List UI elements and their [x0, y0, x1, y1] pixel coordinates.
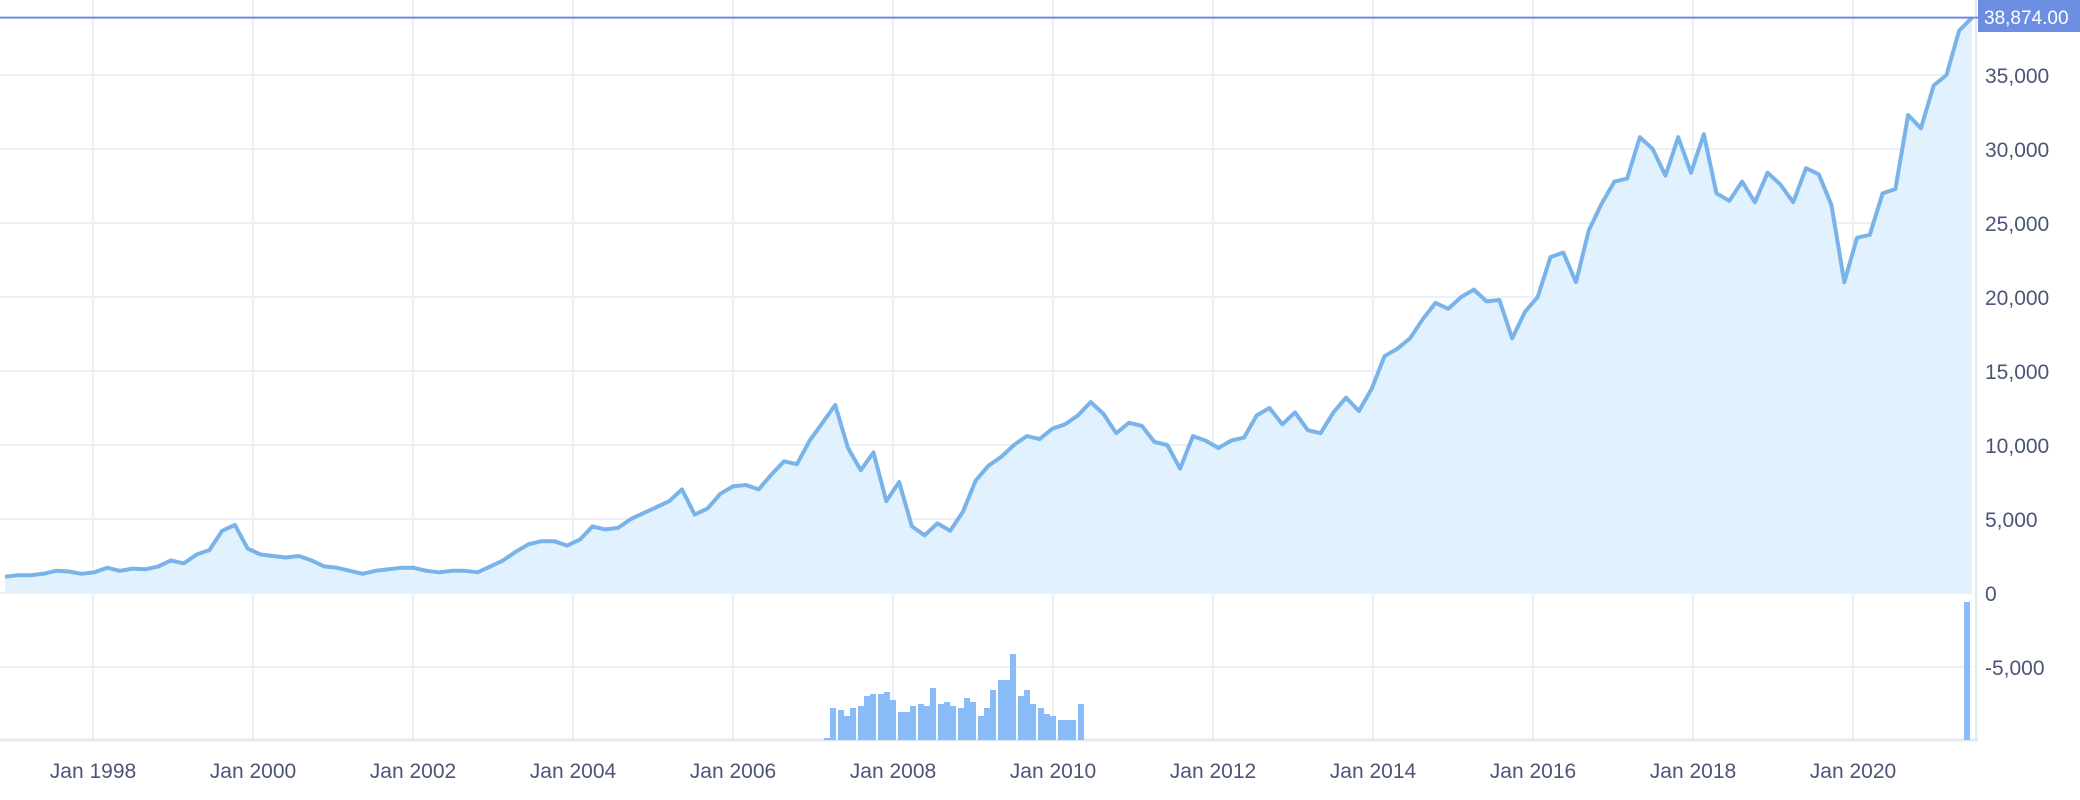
grid-lines [0, 0, 1978, 742]
volume-bar [1064, 720, 1070, 740]
price-line [4, 16, 1974, 579]
current-price-tag: 38,874.00 [1978, 0, 2080, 32]
volume-bar [944, 702, 950, 740]
volume-bar [1024, 690, 1030, 740]
volume-bar [838, 710, 844, 740]
volume-bar [964, 698, 970, 740]
volume-bar [884, 692, 890, 740]
volume-bar [958, 708, 964, 740]
x-tick-label: Jan 2014 [1330, 760, 1417, 783]
volume-bar [978, 716, 984, 740]
volume-bar-latest [1964, 602, 1970, 740]
volume-bar [970, 702, 976, 740]
volume-bar [904, 712, 910, 740]
volume-bar [878, 694, 884, 740]
volume-bar [1058, 720, 1064, 740]
volume-bar [844, 716, 850, 740]
volume-bar [1078, 704, 1084, 740]
volume-bar [898, 712, 904, 740]
x-tick-label: Jan 2006 [690, 760, 776, 783]
x-tick-label: Jan 2000 [210, 760, 296, 783]
volume-bar [830, 708, 836, 740]
volume-bar [1018, 696, 1024, 740]
x-tick-label: Jan 2002 [370, 760, 456, 783]
volume-bar [938, 704, 944, 740]
volume-bar [910, 706, 916, 740]
x-tick-label: Jan 1998 [50, 760, 136, 783]
volume-bar [858, 706, 864, 740]
x-tick-label: Jan 2016 [1490, 760, 1576, 783]
volume-bar [1044, 714, 1050, 740]
volume-bar [924, 706, 930, 740]
x-tick-label: Jan 2020 [1810, 760, 1896, 783]
price-area [5, 17, 1972, 593]
volume-bar [864, 696, 870, 740]
x-tick-label: Jan 2012 [1170, 760, 1256, 783]
volume-bar [870, 694, 876, 740]
x-tick-label: Jan 2018 [1650, 760, 1736, 783]
area-fill [5, 17, 1972, 593]
volume-bar [1010, 654, 1016, 740]
price-tag-label: 38,874.00 [1984, 8, 2069, 29]
volume-bar [990, 690, 996, 740]
volume-bar [918, 704, 924, 740]
y-tick-label: 5,000 [1985, 509, 2038, 532]
x-tick-label: Jan 2010 [1010, 760, 1096, 783]
y-tick-label: 0 [1985, 583, 1997, 606]
volume-bar [850, 708, 856, 740]
volume-bar [1050, 716, 1056, 740]
volume-bar [950, 706, 956, 740]
volume-bars [824, 602, 1970, 740]
volume-bar [1030, 704, 1036, 740]
y-tick-label: 20,000 [1985, 287, 2049, 310]
x-tick-label: Jan 2008 [850, 760, 936, 783]
y-tick-label: 10,000 [1985, 435, 2049, 458]
volume-bar [890, 700, 896, 740]
y-tick-label: 30,000 [1985, 139, 2049, 162]
x-tick-label: Jan 2004 [530, 760, 617, 783]
price-tag-background [1978, 0, 2080, 32]
y-axis: 35,000 30,000 25,000 20,000 15,000 10,000 5,00… [1985, 65, 2049, 680]
volume-bar [1038, 708, 1044, 740]
line-path [4, 16, 1974, 579]
volume-bar [930, 688, 936, 740]
y-tick-label: 25,000 [1985, 213, 2049, 236]
volume-bar [984, 708, 990, 740]
volume-bar [1070, 720, 1076, 740]
volume-bar [824, 738, 830, 740]
x-axis: Jan 1998 Jan 2000 Jan 2002 Jan 2004 Jan 2006… [50, 760, 1896, 783]
volume-bar [1004, 680, 1010, 740]
y-tick-label: 35,000 [1985, 65, 2049, 88]
y-tick-label: -5,000 [1985, 657, 2045, 680]
volume-bar [998, 680, 1004, 740]
y-tick-label: 15,000 [1985, 361, 2049, 384]
